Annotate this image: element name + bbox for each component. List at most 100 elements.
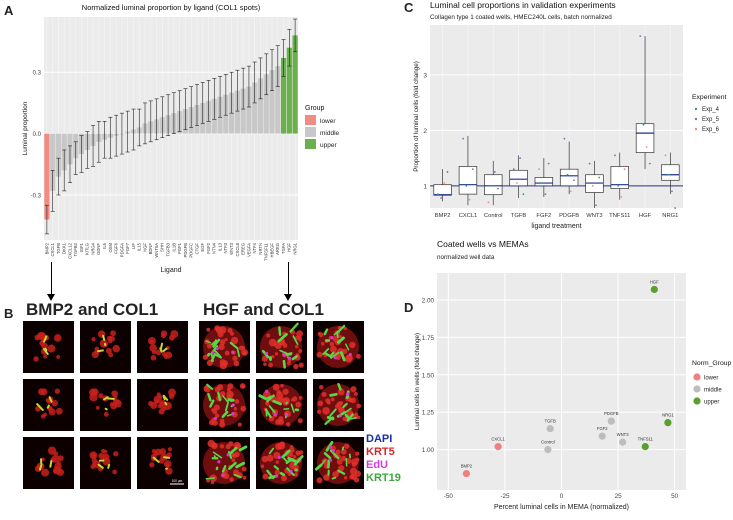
krt5-cell — [275, 419, 281, 425]
legend-label-d: middle — [704, 388, 722, 394]
krt19-cell — [233, 473, 242, 478]
krt5-cell — [91, 453, 97, 459]
krt19-cell — [333, 330, 339, 336]
ytick-label-d: 2.00 — [422, 297, 435, 304]
krt5-cell — [53, 334, 62, 342]
point-d — [494, 443, 502, 451]
krt5-cell — [40, 414, 46, 419]
krt5-cell — [265, 401, 270, 406]
krt5-cell — [48, 408, 56, 416]
point-label-d: Control — [541, 440, 555, 445]
point-d — [544, 445, 552, 454]
micrograph-image — [80, 437, 131, 489]
krt5-cell — [293, 363, 299, 370]
krt5-cell — [108, 339, 113, 344]
legend-swatch-a — [305, 127, 316, 137]
krt19-cell — [212, 451, 223, 459]
bar-a — [234, 90, 240, 134]
edu-cell — [328, 445, 332, 449]
krt5-cell — [151, 349, 157, 355]
krt5-cell — [149, 462, 155, 468]
xtick-label-a: AREG — [275, 243, 280, 255]
krt5-cell — [112, 344, 121, 353]
bar-a — [67, 133, 73, 165]
krt19-cell — [235, 461, 246, 469]
micrograph-image — [313, 321, 364, 373]
ytick-label-c: 1 — [423, 183, 427, 190]
micrograph-cells — [260, 441, 304, 484]
krt5-cell — [355, 353, 361, 359]
point-c — [617, 184, 620, 187]
point-c — [645, 146, 648, 148]
edu-cell — [287, 356, 292, 360]
xtick-label-a: NGF — [142, 243, 147, 252]
edu-cell — [211, 350, 215, 354]
point-c — [595, 204, 597, 207]
xtick-label-a: KITLG — [85, 243, 90, 255]
krt5-cell — [261, 355, 268, 362]
edu-cell — [226, 453, 230, 457]
micrograph-image — [256, 437, 307, 489]
krt5-cell — [226, 390, 234, 399]
arrow-bmp2 — [51, 262, 52, 298]
krt19-cell — [48, 396, 53, 403]
krt5-cell — [91, 388, 99, 396]
krt5-cell — [155, 349, 162, 356]
micrograph-cells — [203, 383, 247, 428]
micrograph-cells — [148, 388, 176, 415]
krt5-cell — [208, 419, 215, 426]
xtick-label-d: -25 — [500, 493, 510, 500]
krt5-cell — [335, 404, 340, 409]
krt5-cell — [294, 336, 300, 341]
krt5-cell — [113, 451, 119, 457]
krt5-cell — [213, 404, 220, 411]
edu-cell — [265, 389, 269, 393]
ytick-label-c: 3 — [423, 72, 427, 79]
krt5-cell — [321, 342, 325, 346]
krt19-cell — [285, 401, 288, 405]
krt19-cell — [43, 348, 49, 356]
krt19-cell — [329, 392, 338, 397]
xtick-label-a: BDNF — [148, 243, 153, 255]
micrograph-cells — [148, 330, 179, 361]
krt5-cell — [297, 418, 303, 424]
krt5-cell — [242, 475, 247, 480]
xtick-label-a: IL6 — [102, 242, 107, 248]
bar-a — [165, 115, 171, 134]
krt19-cell — [286, 352, 293, 356]
bar-a — [252, 82, 258, 134]
krt5-cell — [234, 451, 240, 458]
krt19-cell — [159, 342, 164, 350]
krt5-cell — [260, 464, 265, 469]
krt5-cell — [293, 454, 297, 459]
krt19-cell — [104, 407, 108, 411]
point-c — [487, 201, 490, 204]
krt5-cell — [263, 362, 267, 367]
chart-title-a: Normalized luminal proportion by ligand … — [82, 3, 261, 12]
krt5-cell — [168, 334, 175, 341]
chart-title-c: Luminal cell proportions in validation e… — [430, 0, 616, 10]
point-c — [519, 157, 522, 159]
krt19-cell — [229, 446, 238, 455]
krt5-cell — [241, 345, 246, 350]
bar-a — [286, 47, 292, 134]
krt5-cell — [159, 448, 166, 455]
point-c — [566, 173, 569, 176]
krt5-cell — [289, 447, 295, 453]
xtick-label-a: WNT5A — [154, 243, 159, 258]
krt5-cell — [355, 451, 360, 456]
krt5-cell — [102, 457, 111, 466]
bar-a — [102, 133, 108, 140]
krt5-cell — [150, 354, 157, 361]
point-c — [591, 184, 594, 187]
krt5-cell — [112, 469, 117, 475]
krt19-cell — [205, 340, 212, 344]
xtick-label-a: TGFB2 — [73, 242, 78, 256]
krt5-cell — [43, 354, 48, 359]
krt5-cell — [356, 403, 362, 409]
krt5-cell — [45, 398, 51, 403]
krt5-cell — [217, 384, 224, 391]
xtick-label-a: DKK1 — [62, 242, 67, 254]
xtick-label-a: NTF4 — [252, 242, 257, 253]
micrograph-grid-bmp2: 100 µm — [23, 321, 188, 489]
